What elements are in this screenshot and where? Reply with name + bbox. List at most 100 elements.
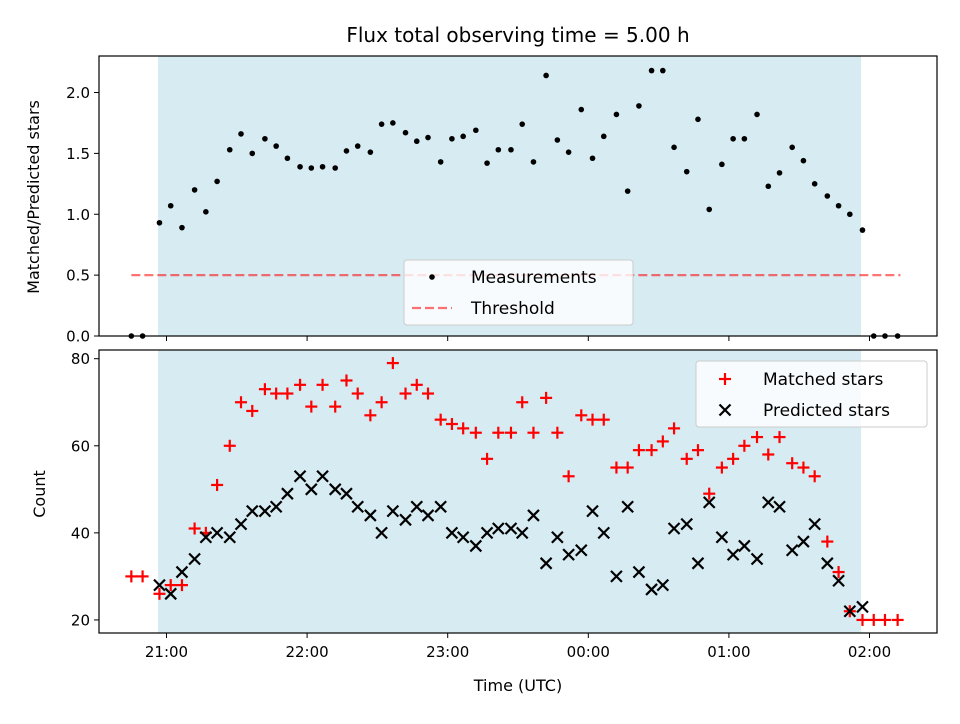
predicted-star-point [586, 504, 599, 518]
matched-star-point [294, 378, 307, 391]
measurement-point [156, 219, 163, 226]
measurement-point [636, 103, 642, 109]
matched-star-point [727, 452, 740, 465]
measurement-point [530, 159, 537, 165]
matched-star-point [762, 448, 775, 461]
predicted-star-point [843, 604, 857, 618]
matched-star-point [136, 570, 149, 583]
predicted-star-point [375, 526, 388, 540]
measurement-point [167, 202, 174, 209]
matched-star-point [386, 357, 399, 370]
matched-star-point [597, 413, 610, 426]
predicted-star-point [515, 526, 529, 540]
predicted-star-point [691, 557, 705, 570]
predicted-star-point [645, 583, 658, 596]
top-y-axis-label: Matched/Predicted stars [24, 100, 43, 294]
matched-star-point [492, 426, 505, 439]
predicted-star-point [164, 587, 177, 601]
measurement-point [284, 155, 291, 162]
predicted-star-point [269, 500, 283, 514]
matched-star-point [856, 613, 869, 626]
measurement-point [238, 131, 244, 137]
matched-star-point [867, 613, 880, 626]
legend-label-threshold: Threshold [470, 299, 555, 319]
matched-star-point [821, 535, 834, 548]
predicted-star-point [832, 574, 845, 588]
measurement-point [460, 133, 466, 140]
matched-star-point [668, 422, 681, 435]
legend-label-measurements: Measurements [471, 268, 597, 288]
measurement-point [203, 209, 209, 215]
matched-star-point [281, 387, 294, 400]
top-plot-frame [98, 55, 938, 337]
predicted-star-point [797, 535, 810, 548]
measurement-point [354, 143, 361, 149]
predicted-star-point [574, 543, 588, 557]
predicted-star-point [210, 526, 224, 540]
measurement-point [437, 159, 444, 165]
measurement-point [508, 146, 514, 153]
x-tick-label: 02:00 [848, 643, 891, 661]
predicted-star-point [539, 557, 553, 570]
x-tick-label: 00:00 [567, 643, 610, 661]
measurement-point [179, 224, 185, 231]
predicted-star-point [445, 526, 459, 540]
predicted-star-point [399, 513, 412, 527]
measurement-point [343, 148, 350, 154]
predicted-star-point [492, 522, 505, 535]
matched-star-point [364, 409, 377, 422]
matched-star-point [715, 461, 728, 474]
legend-label-predicted: Predicted stars [763, 401, 890, 421]
predicted-star-point [562, 548, 575, 561]
predicted-star-point [808, 517, 821, 531]
predicted-star-point [504, 522, 518, 535]
predicted-star-point [715, 530, 729, 544]
y-tick-label: 20 [71, 611, 90, 629]
matched-star-point [153, 587, 166, 600]
matched-star-point [656, 435, 669, 448]
legend-frame [695, 360, 928, 428]
matched-star-point [164, 579, 177, 592]
predicted-star-point [480, 526, 494, 540]
matched-star-point [786, 457, 799, 470]
matched-star-point [632, 444, 645, 457]
matched-star-point [891, 613, 904, 626]
predicted-star-point [456, 530, 470, 544]
legend-marker-matched [719, 373, 731, 385]
measurement-point [600, 133, 607, 140]
top-legend: Measurements Threshold [403, 259, 634, 326]
measurement-point [226, 146, 233, 153]
measurement-point [624, 188, 631, 194]
predicted-star-point [821, 557, 834, 570]
predicted-star-point [245, 504, 259, 518]
legend-frame [403, 259, 634, 326]
measurement-point [565, 149, 572, 155]
predicted-star-point [738, 539, 751, 553]
predicted-star-point [364, 509, 377, 522]
measurement-point [543, 72, 549, 79]
measurement-point [589, 155, 596, 162]
predicted-star-point [785, 543, 799, 557]
measurement-point [671, 144, 677, 151]
bottom-y-axis-label: Count [30, 470, 49, 518]
measurement-point [473, 127, 479, 134]
matched-star-point [434, 413, 447, 426]
measurement-point [214, 178, 220, 185]
measurement-point [811, 181, 818, 187]
measurement-point [847, 211, 853, 218]
matched-star-point [586, 413, 599, 426]
predicted-star-point [316, 469, 329, 483]
predicted-star-point [726, 548, 740, 561]
measurement-point [484, 160, 490, 166]
predicted-star-point [610, 570, 623, 583]
matched-star-point [738, 439, 751, 452]
matched-star-point [410, 378, 423, 391]
matched-star-point [422, 387, 435, 400]
x-tick-label: 22:00 [285, 643, 328, 661]
matched-star-point [305, 400, 318, 413]
predicted-star-point [656, 578, 670, 592]
measurement-point [800, 157, 807, 164]
measurement-point [754, 111, 760, 118]
bottom-panel: 20 40 60 80 21:00 22:00 23:00 00:00 01:00 02:00 Ma… [71, 349, 938, 661]
predicted-star-point [667, 522, 681, 535]
